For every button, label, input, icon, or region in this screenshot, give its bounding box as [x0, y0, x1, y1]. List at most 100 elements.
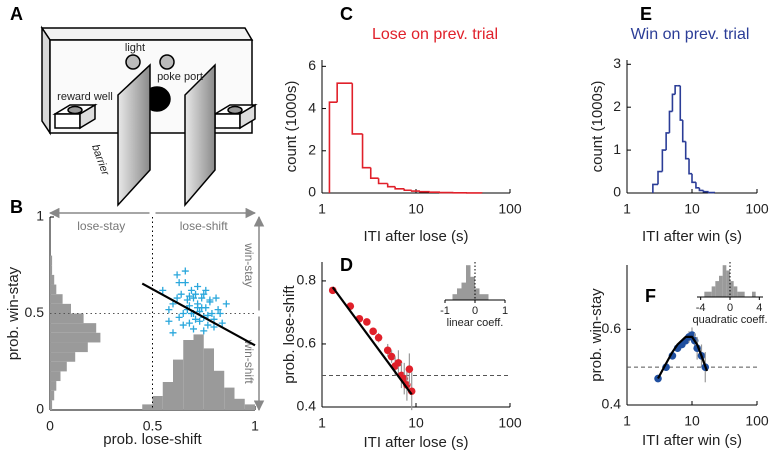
x-axis-label: ITI after lose (s): [363, 434, 468, 451]
data-point: [212, 294, 220, 302]
histogram-step: [695, 182, 700, 189]
y-tick-label: 0.6: [297, 335, 317, 351]
data-point: [208, 310, 216, 317]
data-point: [204, 311, 212, 319]
histogram-step: [351, 83, 363, 135]
annotation: win-stay: [242, 242, 256, 287]
data-point: [218, 319, 226, 327]
data-point: [210, 315, 218, 323]
inset-bar: [741, 291, 745, 297]
histogram-step: [707, 191, 716, 194]
x-axis-label: ITI after win (s): [642, 228, 742, 245]
data-point: [173, 294, 181, 302]
histogram-step: [403, 188, 412, 192]
inset-tick-label: 4: [756, 302, 762, 314]
histogram-step: [657, 170, 663, 185]
histogram-step: [361, 133, 371, 169]
histogram-bar: [183, 340, 194, 410]
histogram-step: [698, 187, 704, 192]
y-tick-label: 2: [308, 141, 316, 157]
histogram-bar: [152, 396, 163, 410]
inset-label: quadratic coeff.: [692, 314, 767, 326]
x-tick-label: 100: [745, 413, 769, 429]
fit-line: [141, 282, 256, 347]
x-axis-label: prob. lose-shift: [103, 431, 202, 448]
y-tick-label: 0.4: [602, 396, 622, 412]
x-tick-label: 100: [745, 201, 769, 217]
data-point: [179, 321, 187, 329]
y-axis-label: prob. win-stay: [5, 266, 22, 360]
data-point: [222, 300, 230, 308]
data-point: [187, 286, 195, 294]
x-tick-label: 10: [408, 415, 424, 431]
histogram-step: [681, 120, 686, 143]
data-point: [194, 282, 202, 290]
y-tick-label: 0.4: [297, 398, 317, 414]
data-point: [185, 292, 193, 300]
histogram-bar: [50, 371, 61, 382]
fit-line: [331, 286, 413, 396]
apparatus-label: poke port: [157, 71, 203, 83]
annotation: lose-shift: [180, 219, 229, 233]
histogram-bar: [50, 323, 97, 333]
histogram-step: [679, 85, 683, 121]
data-point: [177, 290, 185, 298]
histogram-step: [652, 183, 659, 193]
y-tick-label: 4: [308, 99, 316, 115]
data-point: [190, 325, 197, 333]
histogram-step: [386, 183, 396, 188]
histogram-bar: [234, 398, 245, 410]
inset-bar: [475, 288, 480, 300]
data-point: [194, 304, 202, 312]
histogram-bar: [50, 294, 63, 304]
inset-bar: [466, 265, 471, 300]
data-point: [369, 327, 377, 336]
inset-bar: [484, 294, 489, 300]
data-point: [165, 306, 173, 314]
x-axis-label: ITI after win (s): [642, 432, 742, 449]
data-point: [405, 365, 414, 373]
y-tick-label: 6: [308, 57, 316, 73]
data-point: [175, 313, 183, 321]
histogram-bar: [173, 359, 184, 410]
inset-tick-label: 0: [727, 302, 733, 314]
histogram-bar: [244, 404, 255, 410]
apparatus-label: reward well: [57, 91, 113, 103]
panel-letter: D: [340, 255, 353, 275]
data-point: [210, 323, 218, 331]
histogram-step: [702, 190, 709, 193]
histogram-bar: [50, 361, 67, 372]
x-tick-label: 0.5: [143, 418, 163, 434]
data-point: [175, 279, 183, 287]
histogram-bar: [142, 404, 153, 410]
histogram-step: [369, 167, 379, 180]
histogram-bar: [50, 274, 55, 285]
data-point: [206, 296, 214, 304]
data-point: [374, 333, 383, 342]
histogram-step: [671, 93, 676, 112]
x-tick-label: 100: [498, 201, 522, 217]
inset-bar: [752, 291, 756, 297]
fit-line: [657, 335, 709, 380]
histogram-bar: [50, 352, 76, 362]
y-tick-label: 1: [36, 208, 44, 224]
y-tick-label: 0: [36, 401, 44, 417]
inset-bar: [726, 270, 730, 297]
inset-bar: [733, 286, 738, 297]
histogram-step: [328, 101, 338, 193]
inset-bar: [715, 281, 719, 297]
data-point: [169, 329, 177, 337]
panel-letter: F: [645, 286, 656, 306]
y-tick-label: 3: [613, 55, 621, 71]
data-point: [179, 310, 187, 317]
x-tick-label: 1: [318, 415, 326, 431]
x-tick-label: 1: [623, 201, 631, 217]
histogram-bar: [50, 381, 57, 391]
inset-tick-label: 1: [502, 305, 508, 317]
histogram-bar: [50, 265, 53, 275]
data-point: [196, 317, 204, 325]
data-point: [159, 286, 167, 294]
histogram-bar: [224, 387, 235, 410]
